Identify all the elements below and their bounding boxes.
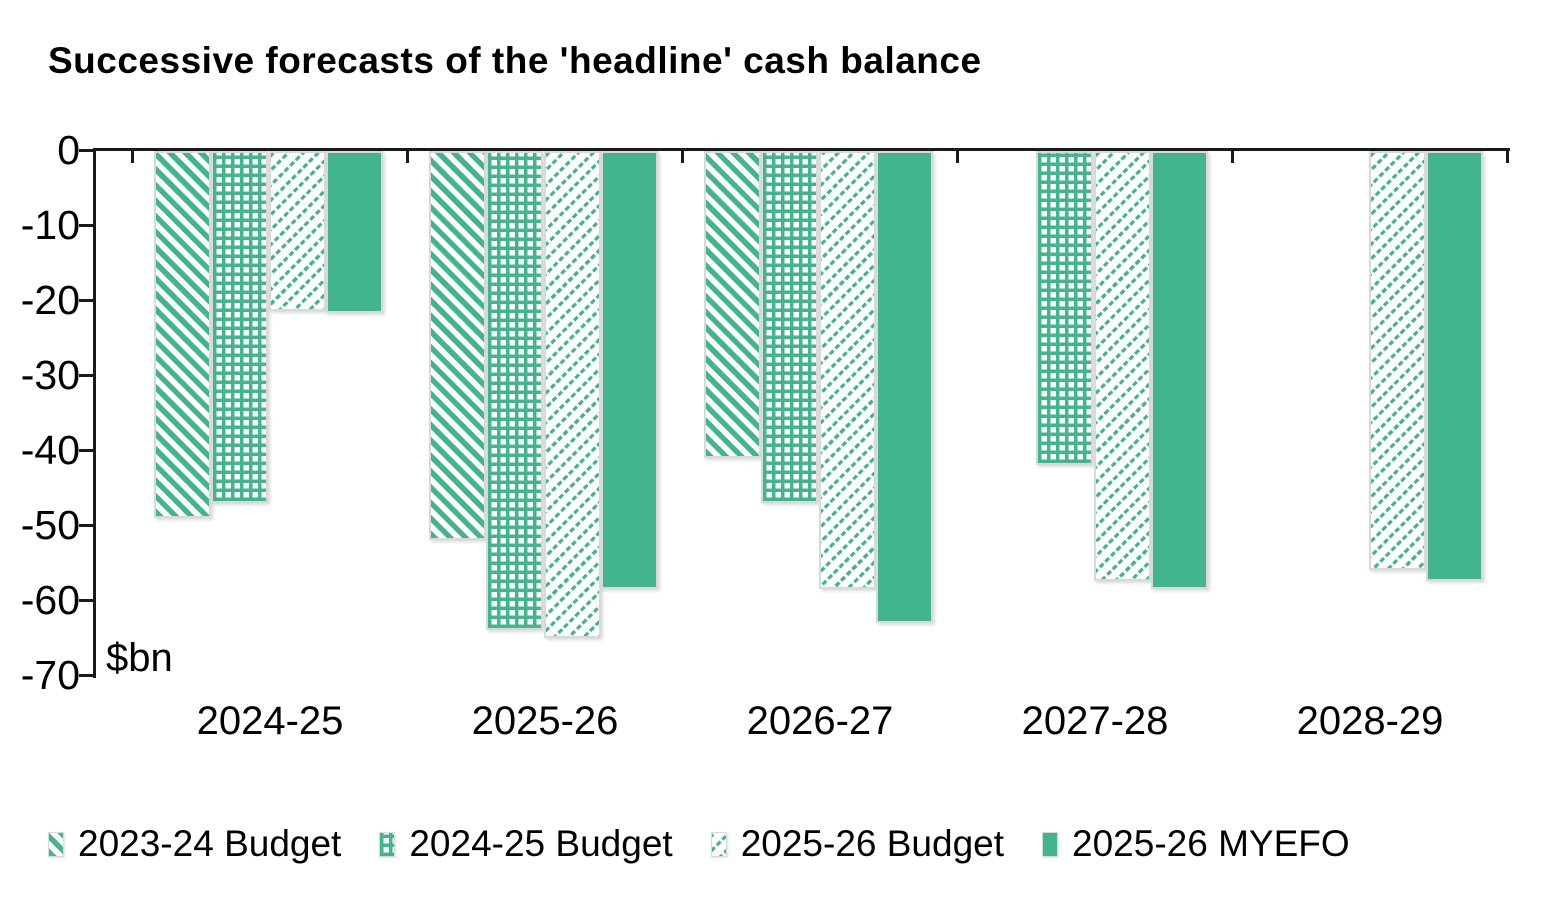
legend-swatch-icon bbox=[379, 831, 396, 857]
x-axis-tick bbox=[1506, 150, 1509, 163]
bar-2025-26-budget-2028-29 bbox=[1368, 151, 1426, 570]
y-axis-tick-label: -30 bbox=[20, 352, 80, 398]
x-axis-category-label: 2027-28 bbox=[1021, 699, 1169, 743]
legend-item-2024-25-budget: 2024-25 Budget bbox=[379, 823, 673, 864]
y-axis-tick bbox=[79, 373, 93, 377]
x-axis-tick bbox=[131, 150, 134, 163]
bar-2025-26-myefo-2025-26 bbox=[601, 151, 658, 589]
x-axis-tick bbox=[681, 150, 684, 163]
y-axis-tick-label: -50 bbox=[20, 502, 80, 548]
chart-title: Successive forecasts of the 'headline' c… bbox=[48, 40, 982, 81]
y-axis-tick bbox=[79, 673, 93, 677]
legend-swatch-icon bbox=[710, 831, 727, 857]
y-axis-tick-label: -60 bbox=[20, 577, 80, 623]
legend-label: 2025-26 Budget bbox=[740, 823, 1005, 864]
y-axis-tick bbox=[79, 298, 93, 302]
bar-2023-24-budget-2025-26 bbox=[428, 151, 486, 540]
legend-swatch-icon bbox=[48, 831, 64, 857]
bar-2024-25-budget-2027-28 bbox=[1036, 151, 1093, 465]
bar-2025-26-myefo-2027-28 bbox=[1151, 151, 1208, 589]
y-axis-tick bbox=[79, 598, 93, 602]
y-axis-tick-label: -70 bbox=[20, 652, 80, 698]
bar-2023-24-budget-2024-25 bbox=[153, 151, 211, 518]
bar-2025-26-myefo-2026-27 bbox=[876, 151, 933, 623]
x-axis-tick bbox=[1231, 150, 1234, 163]
bar-2025-26-myefo-2024-25 bbox=[326, 151, 383, 313]
x-axis-tick bbox=[406, 150, 409, 163]
legend-label: 2024-25 Budget bbox=[409, 823, 673, 864]
y-axis-tick-label: -40 bbox=[20, 427, 80, 473]
y-axis-tick-label: 0 bbox=[57, 127, 80, 173]
bar-2024-25-budget-2024-25 bbox=[211, 151, 268, 503]
bar-2024-25-budget-2026-27 bbox=[761, 151, 818, 503]
x-axis-category-label: 2026-27 bbox=[746, 699, 894, 743]
x-axis-category-label: 2024-25 bbox=[196, 699, 344, 743]
legend-label: 2025-26 MYEFO bbox=[1072, 823, 1350, 864]
bar-2025-26-budget-2027-28 bbox=[1093, 151, 1151, 582]
y-axis-tick-label: -20 bbox=[20, 277, 80, 323]
y-axis-tick bbox=[79, 223, 93, 227]
bar-2025-26-myefo-2028-29 bbox=[1426, 151, 1483, 582]
y-axis-line bbox=[93, 148, 96, 678]
legend-swatch-icon bbox=[1042, 831, 1059, 857]
legend-item-2023-24-budget: 2023-24 Budget bbox=[48, 824, 341, 864]
y-axis-unit-label: $bn bbox=[106, 636, 173, 680]
y-axis-tick bbox=[79, 523, 93, 527]
x-axis-category-label: 2025-26 bbox=[471, 699, 619, 743]
legend: 2023-24 Budget 2024-25 Budget 2025-26 Budg… bbox=[48, 824, 1350, 864]
bar-2025-26-budget-2024-25 bbox=[268, 151, 326, 312]
x-axis-line bbox=[93, 148, 1510, 151]
legend-item-2025-26-budget: 2025-26 Budget bbox=[710, 823, 1005, 864]
y-axis-tick bbox=[79, 148, 93, 152]
bar-2023-24-budget-2026-27 bbox=[703, 151, 761, 458]
y-axis-tick bbox=[79, 448, 93, 452]
x-axis-tick bbox=[956, 150, 959, 163]
y-axis-tick-label: -10 bbox=[20, 202, 80, 248]
bar-2024-25-budget-2025-26 bbox=[486, 151, 543, 630]
x-axis-category-label: 2028-29 bbox=[1296, 699, 1444, 743]
legend-item-2025-26-myefo: 2025-26 MYEFO bbox=[1042, 824, 1350, 864]
bar-2025-26-budget-2026-27 bbox=[818, 151, 876, 589]
bar-2025-26-budget-2025-26 bbox=[543, 151, 601, 638]
legend-label: 2023-24 Budget bbox=[78, 823, 342, 864]
